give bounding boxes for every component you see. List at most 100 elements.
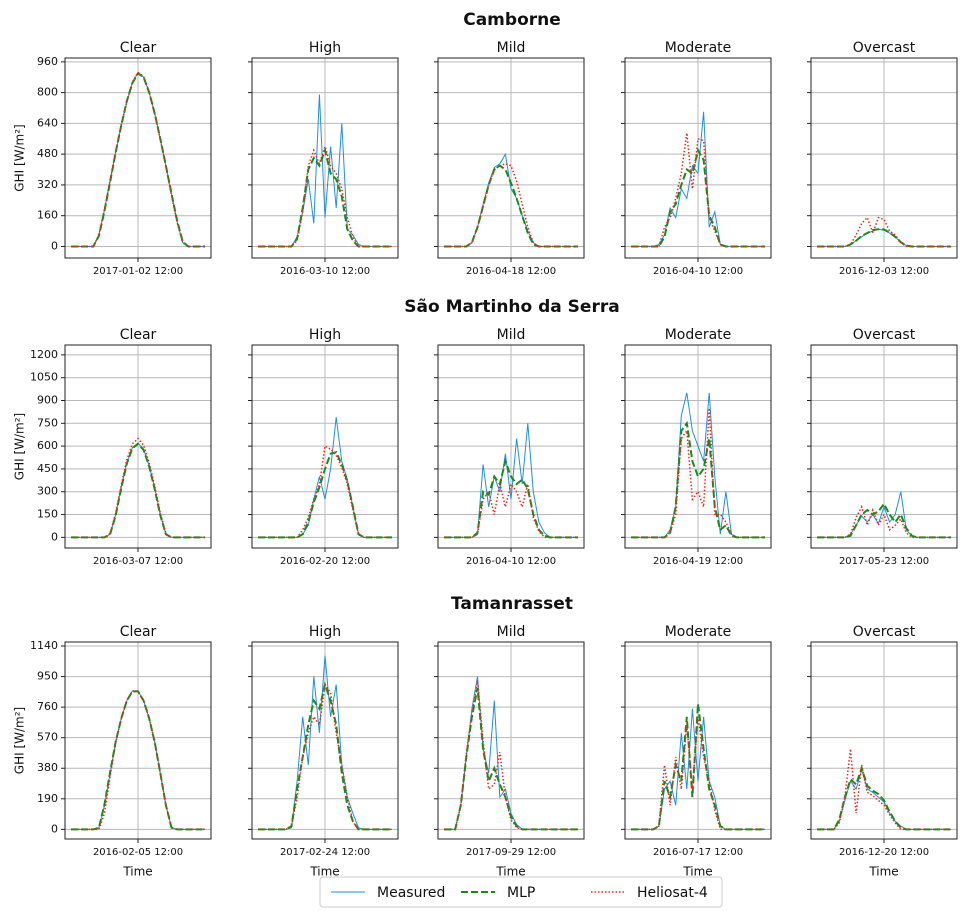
y-tick-label: 450 <box>37 462 58 475</box>
series-line <box>631 408 765 539</box>
axes-frame <box>624 57 772 259</box>
y-tick-label: 1140 <box>30 639 58 652</box>
x-tick-label: 2016-02-20 12:00 <box>280 556 370 567</box>
x-tick-label: 2016-12-20 12:00 <box>839 847 929 858</box>
y-tick-label: 0 <box>51 530 58 543</box>
panel-title: Moderate <box>665 40 732 56</box>
axes-frame <box>251 641 399 840</box>
series-line <box>631 132 765 248</box>
series-line <box>631 716 765 831</box>
series-line <box>817 748 951 831</box>
axes-frame <box>810 344 958 549</box>
y-tick-label: 320 <box>37 178 58 191</box>
x-axis-label: Time <box>495 865 525 879</box>
legend-box <box>319 876 723 908</box>
x-tick-label: 2016-04-10 12:00 <box>466 556 556 567</box>
panel-title: Overcast <box>853 327 916 343</box>
y-tick-label: 190 <box>37 792 58 805</box>
x-tick-label: 2016-04-10 12:00 <box>653 266 743 277</box>
y-tick-label: 0 <box>51 239 58 252</box>
series-line <box>817 216 951 248</box>
legend-label: MLP <box>507 885 535 901</box>
x-tick-label: 2017-09-29 12:00 <box>466 847 556 858</box>
y-axis-label: GHI [W/m²] <box>13 707 27 774</box>
series-line <box>258 682 392 831</box>
axes-frame <box>251 344 399 549</box>
y-tick-label: 1200 <box>30 348 58 361</box>
axes-frame <box>251 57 399 259</box>
series-line <box>444 482 578 539</box>
y-tick-label: 600 <box>37 439 58 452</box>
legend: Measured MLP Heliosat-4 <box>319 876 723 908</box>
legend-label: Heliosat-4 <box>637 885 708 901</box>
x-axis-label: Time <box>309 865 339 879</box>
axes-frame <box>437 344 585 549</box>
panel-title: Overcast <box>853 40 916 56</box>
panel-title: Overcast <box>853 624 916 640</box>
panel-title: Moderate <box>665 327 732 343</box>
x-tick-label: 2016-03-07 12:00 <box>93 556 183 567</box>
y-tick-label: 0 <box>51 822 58 835</box>
panel-title: Clear <box>120 327 157 343</box>
x-axis-label: Time <box>682 865 712 879</box>
row-title: São Martinho da Serra <box>404 297 619 317</box>
series-line <box>444 163 578 248</box>
panel-title: Moderate <box>665 624 732 640</box>
y-tick-label: 150 <box>37 508 58 521</box>
panel-title: High <box>309 327 341 343</box>
y-tick-label: 750 <box>37 416 58 429</box>
y-tick-label: 640 <box>37 116 58 129</box>
y-tick-label: 760 <box>37 700 58 713</box>
series-line <box>817 765 951 831</box>
y-tick-label: 900 <box>37 394 58 407</box>
series-line <box>258 143 392 248</box>
series-line <box>444 679 578 831</box>
panel-title: High <box>309 624 341 640</box>
series-line <box>71 437 205 539</box>
x-tick-label: 2016-12-03 12:00 <box>839 266 929 277</box>
axes-frame <box>810 57 958 259</box>
axes-frame <box>64 344 212 549</box>
legend-label: Measured <box>377 885 445 901</box>
axes-frame <box>64 57 212 259</box>
x-tick-label: 2017-05-23 12:00 <box>839 556 929 567</box>
y-tick-label: 1050 <box>30 371 58 384</box>
y-tick-label: 570 <box>37 731 58 744</box>
row-title: Camborne <box>463 10 561 30</box>
y-tick-label: 960 <box>37 55 58 68</box>
y-tick-label: 380 <box>37 761 58 774</box>
x-axis-label: Time <box>868 865 898 879</box>
axes-frame <box>810 641 958 840</box>
series-line <box>258 444 392 539</box>
x-tick-label: 2016-03-10 12:00 <box>280 266 370 277</box>
x-axis-label: Time <box>122 865 152 879</box>
axes-frame <box>437 641 585 840</box>
axes-frame <box>437 57 585 259</box>
panel-title: Mild <box>497 624 526 640</box>
y-tick-label: 300 <box>37 485 58 498</box>
axes-frame <box>64 641 212 840</box>
panel-title: Clear <box>120 624 157 640</box>
panel-title: Mild <box>497 40 526 56</box>
series-line <box>71 71 205 248</box>
axes-frame <box>624 641 772 840</box>
row-title: Tamanrasset <box>451 594 573 614</box>
x-tick-label: 2016-04-19 12:00 <box>653 556 743 567</box>
panel-title: Mild <box>497 327 526 343</box>
axes-frame <box>624 344 772 549</box>
x-tick-label: 2017-01-02 12:00 <box>93 266 183 277</box>
y-tick-label: 160 <box>37 209 58 222</box>
y-tick-label: 480 <box>37 147 58 160</box>
series-line <box>817 504 951 539</box>
y-tick-label: 800 <box>37 86 58 99</box>
y-axis-label: GHI [W/m²] <box>13 124 27 191</box>
panel-title: Clear <box>120 40 157 56</box>
x-tick-label: 2016-04-18 12:00 <box>466 266 556 277</box>
panel-title: High <box>309 40 341 56</box>
y-axis-label: GHI [W/m²] <box>13 413 27 480</box>
x-tick-label: 2016-02-05 12:00 <box>93 847 183 858</box>
y-tick-label: 950 <box>37 670 58 683</box>
x-tick-label: 2017-02-24 12:00 <box>280 847 370 858</box>
x-tick-label: 2016-07-17 12:00 <box>653 847 743 858</box>
